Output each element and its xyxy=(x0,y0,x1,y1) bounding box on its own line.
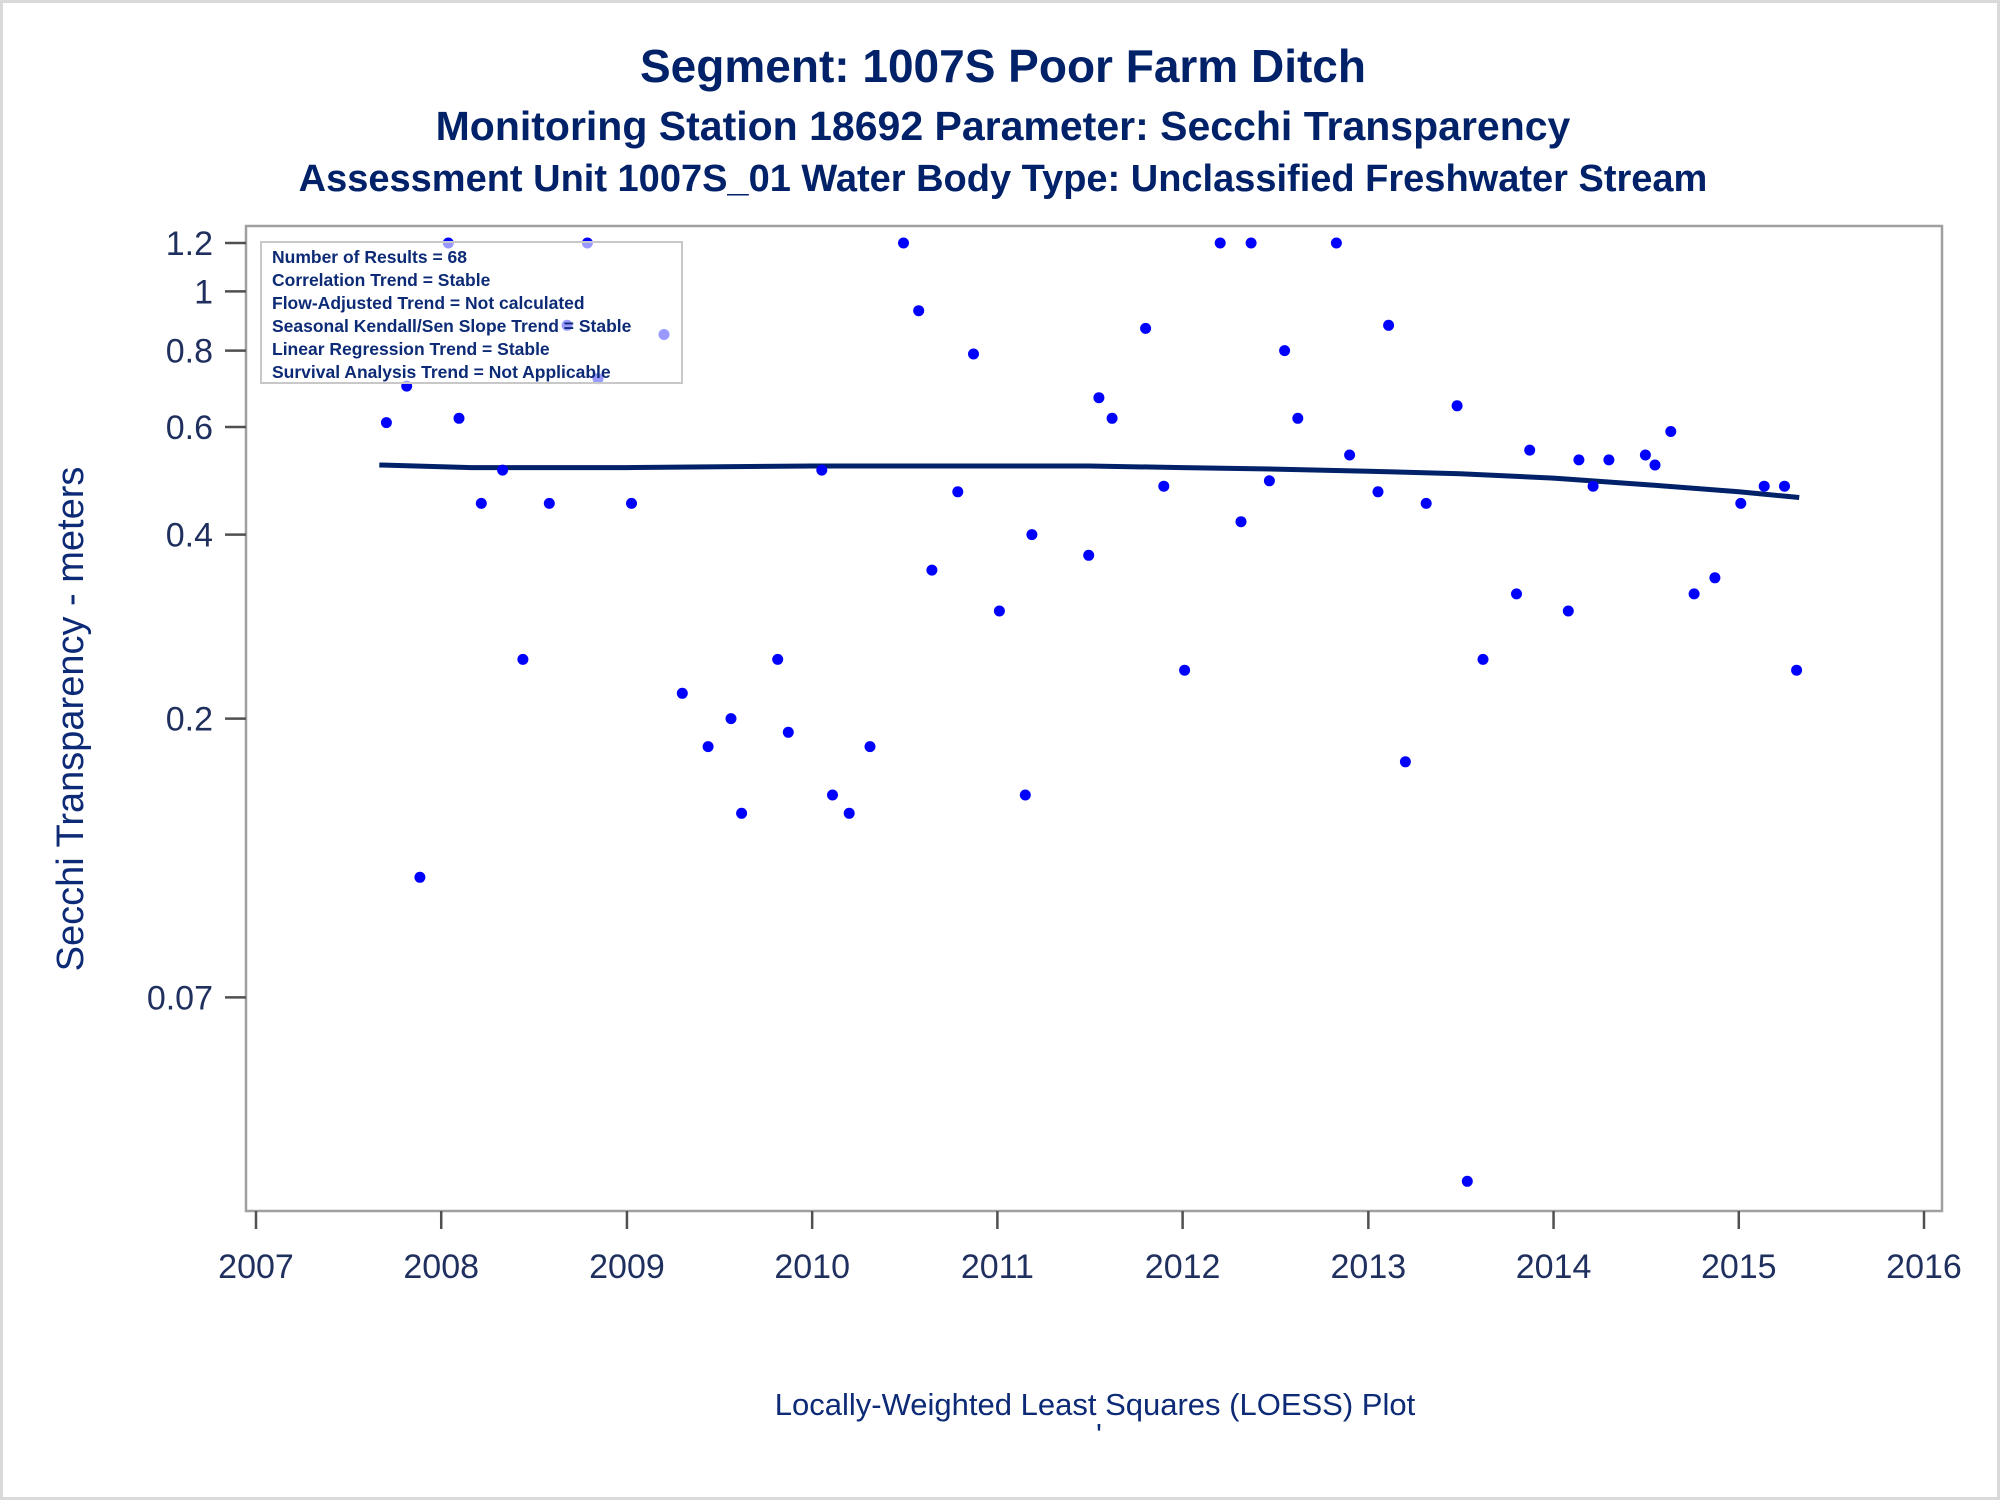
x-tick-label: 2007 xyxy=(218,1248,294,1286)
x-tick-label: 2013 xyxy=(1331,1248,1407,1286)
data-point xyxy=(1688,588,1700,600)
data-point xyxy=(864,741,876,753)
footnote: Locally-Weighted Least Squares (LOESS) P… xyxy=(775,1387,1416,1422)
data-point xyxy=(1235,516,1247,528)
x-tick-label: 2008 xyxy=(403,1248,479,1286)
trend-stat-line: Flow-Adjusted Trend = Not calculated xyxy=(272,293,585,313)
data-point xyxy=(1665,426,1677,437)
data-point xyxy=(626,497,637,509)
chart-subtitle-2: Assessment Unit 1007S_01 Water Body Type… xyxy=(298,158,1708,200)
data-point xyxy=(1791,664,1803,676)
data-points xyxy=(380,237,1803,1187)
data-point xyxy=(497,464,509,476)
y-tick-label: 0.2 xyxy=(166,701,213,739)
x-tick-label: 2012 xyxy=(1145,1248,1221,1286)
data-point xyxy=(1573,454,1585,466)
trend-stats-box xyxy=(260,241,683,384)
y-tick-label: 0.07 xyxy=(147,979,213,1017)
y-tick-label: 0.4 xyxy=(166,517,213,555)
y-axis-label: Secchi Transparency - meters xyxy=(50,467,92,972)
data-point xyxy=(1735,497,1747,509)
data-point xyxy=(725,713,737,725)
data-point xyxy=(1524,444,1536,456)
data-point xyxy=(1179,664,1191,676)
x-tick-label: 2014 xyxy=(1516,1248,1592,1286)
data-point xyxy=(1779,480,1790,492)
loess-trend-line xyxy=(379,462,1800,500)
data-point xyxy=(1093,392,1105,404)
y-tick-label: 1 xyxy=(194,273,213,311)
data-point xyxy=(475,497,487,509)
data-point xyxy=(1562,605,1574,617)
data-point xyxy=(1372,486,1384,498)
data-point xyxy=(1292,412,1304,424)
data-point xyxy=(1477,653,1489,665)
footnote-mark: ' xyxy=(1096,1417,1102,1452)
chart-subtitle: Monitoring Station 18692 Parameter: Secc… xyxy=(435,103,1571,149)
data-point xyxy=(1639,449,1651,461)
data-point xyxy=(453,412,465,424)
y-tick-label: 1.2 xyxy=(166,225,213,263)
data-point xyxy=(1344,449,1356,461)
data-point xyxy=(1383,319,1395,331)
data-point xyxy=(543,497,555,509)
data-point xyxy=(676,687,688,699)
data-point xyxy=(1140,322,1152,334)
data-point xyxy=(952,486,964,498)
data-point xyxy=(702,741,714,753)
data-point xyxy=(1245,237,1257,249)
data-point xyxy=(968,348,979,360)
data-point xyxy=(772,653,784,665)
x-axis: 2007 2008 2009 2010 2011 2012 2013 2014 2015 2016 xyxy=(218,1211,1962,1286)
trend-stat-line: Survival Analysis Trend = Not Applicable xyxy=(272,362,611,382)
x-tick-label: 2016 xyxy=(1886,1248,1962,1286)
data-point xyxy=(1019,789,1031,801)
trend-stats-inset: Number of Results = 68 Correlation Trend … xyxy=(260,241,683,384)
data-point xyxy=(827,789,838,801)
data-point xyxy=(1026,529,1038,541)
data-point xyxy=(1649,459,1661,471)
data-point xyxy=(913,305,925,317)
data-point xyxy=(816,464,828,476)
scatter-chart: 0.07 0.2 0.4 0.6 0.8 1 1.2 2007 2008 2009 2010 201… xyxy=(50,224,1962,1452)
data-point xyxy=(993,605,1005,617)
data-point xyxy=(1214,237,1226,249)
y-axis: 0.07 0.2 0.4 0.6 0.8 1 1.2 xyxy=(147,225,246,1017)
data-point xyxy=(1420,497,1432,509)
data-point xyxy=(736,807,748,819)
data-point xyxy=(1083,549,1095,561)
data-point xyxy=(380,417,392,429)
chart-title: Segment: 1007S Poor Farm Ditch xyxy=(640,40,1366,92)
data-point xyxy=(1587,480,1599,492)
data-point xyxy=(1451,400,1463,412)
data-point xyxy=(926,564,938,576)
data-point xyxy=(1158,480,1170,492)
data-point xyxy=(414,871,426,883)
y-tick-label: 0.8 xyxy=(166,333,213,371)
data-point xyxy=(1709,572,1721,584)
data-point xyxy=(782,726,794,738)
data-point xyxy=(1603,454,1615,466)
data-point xyxy=(1330,237,1342,249)
x-tick-label: 2011 xyxy=(961,1248,1034,1286)
x-tick-label: 2009 xyxy=(589,1248,665,1286)
data-point xyxy=(1279,345,1291,357)
data-point xyxy=(1399,756,1411,768)
x-tick-label: 2015 xyxy=(1701,1248,1777,1286)
y-tick-label: 0.6 xyxy=(166,409,213,447)
data-point xyxy=(843,807,855,819)
data-point xyxy=(517,653,529,665)
data-point xyxy=(1461,1175,1473,1187)
data-point xyxy=(1511,588,1522,600)
data-point xyxy=(1758,480,1770,492)
trend-stat-line: Seasonal Kendall/Sen Slope Trend = Stabl… xyxy=(272,316,632,336)
trend-stat-line: Linear Regression Trend = Stable xyxy=(272,339,550,359)
data-point xyxy=(1106,412,1118,424)
trend-stat-line: Number of Results = 68 xyxy=(272,247,467,267)
x-tick-label: 2010 xyxy=(774,1248,850,1286)
data-point xyxy=(1263,475,1275,487)
trend-stat-line: Correlation Trend = Stable xyxy=(272,270,491,290)
data-point xyxy=(898,237,909,249)
